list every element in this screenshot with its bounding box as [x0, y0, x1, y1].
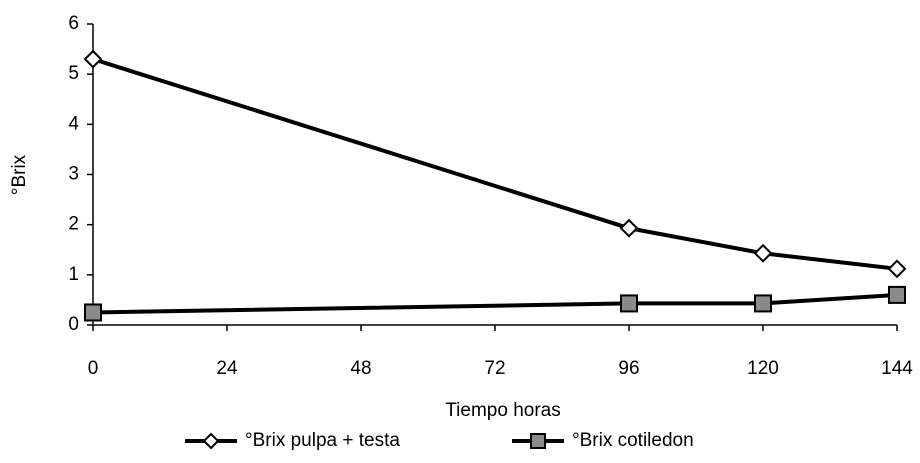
- x-tick-label: 72: [484, 358, 505, 379]
- series-line: [92, 57, 898, 271]
- data-point: [753, 243, 773, 263]
- y-tick-label: 5: [68, 63, 79, 84]
- data-point: [84, 303, 102, 322]
- y-tick-label: 4: [68, 113, 79, 134]
- y-tick-label: 2: [68, 214, 79, 235]
- x-tick-label: 120: [747, 358, 779, 379]
- data-point: [619, 218, 639, 238]
- x-axis-label: Tiempo horas: [445, 400, 560, 421]
- legend-marker: [530, 433, 546, 449]
- y-tick-label: 0: [68, 314, 79, 335]
- data-point: [888, 285, 906, 304]
- data-point: [754, 294, 772, 313]
- data-point: [620, 294, 638, 313]
- y-tick-label: 1: [68, 264, 79, 285]
- legend-label: °Brix pulpa + testa: [245, 430, 400, 451]
- data-point: [887, 259, 907, 279]
- x-tick-label: 24: [216, 358, 238, 379]
- x-tick-label: 0: [88, 358, 99, 379]
- legend-marker: [202, 432, 220, 450]
- series-line: [92, 292, 898, 315]
- y-axis-label: °Brix: [9, 154, 30, 195]
- data-point: [83, 49, 103, 69]
- y-tick-label: 6: [68, 13, 79, 34]
- x-tick-label: 144: [881, 358, 913, 379]
- x-tick-label: 96: [618, 358, 639, 379]
- x-tick-label: 48: [350, 358, 371, 379]
- y-tick-label: 3: [68, 164, 79, 185]
- legend-label: °Brix cotiledon: [572, 430, 694, 451]
